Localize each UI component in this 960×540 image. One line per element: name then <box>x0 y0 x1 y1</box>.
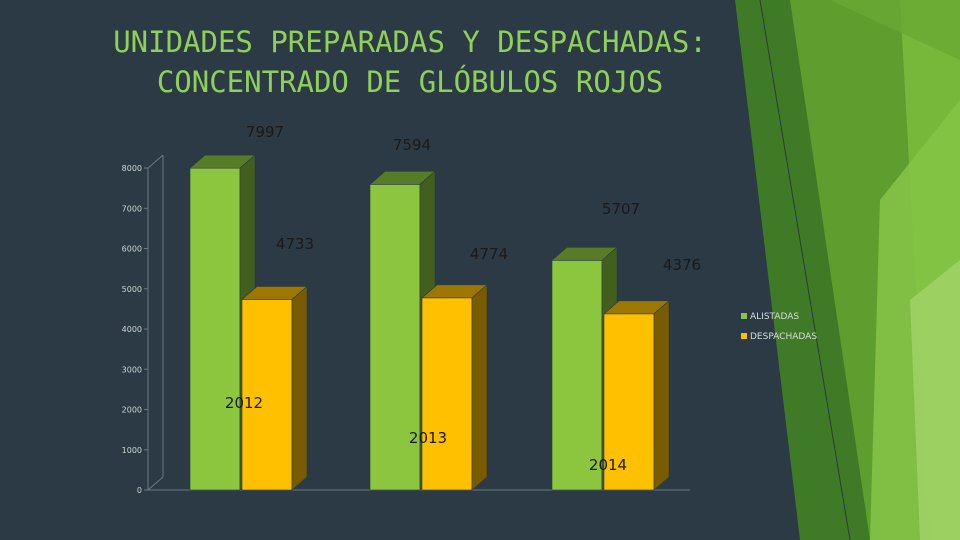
bar-despachadas-2012 <box>241 285 308 491</box>
data-label-despachadas-2012: 4733 <box>276 235 314 253</box>
data-label-alistadas-2013: 7594 <box>393 136 431 154</box>
bar-front <box>603 313 655 491</box>
legend-label-alistadas: ALISTADAS <box>750 312 799 322</box>
title-line-2: CONCENTRADO DE GLÓBULOS ROJOS <box>156 65 664 99</box>
data-label-alistadas-2014: 5707 <box>602 200 640 218</box>
deco-shape-highlight <box>910 260 960 540</box>
y-tick-label: 6000 <box>122 245 142 254</box>
bar-side <box>653 300 670 491</box>
legend: ALISTADAS DESPACHADAS <box>741 312 817 342</box>
bar-front <box>241 299 293 491</box>
y-tick-label: 0 <box>137 486 142 495</box>
data-label-alistadas-2012: 7997 <box>246 123 284 141</box>
bar-despachadas-2013 <box>421 284 488 491</box>
data-labels: 7997 7594 5707 4733 4774 4376 2012 2013 2014 <box>225 123 701 474</box>
y-tick-label: 5000 <box>122 285 142 294</box>
x-category-label-2013: 2013 <box>409 429 447 447</box>
deco-shape-top <box>830 0 960 60</box>
bars <box>189 154 670 491</box>
bar-despachadas-2014 <box>603 300 670 491</box>
legend-label-despachadas: DESPACHADAS <box>750 332 817 342</box>
bar-alistadas-2014 <box>551 246 618 491</box>
y-tick-label: 2000 <box>122 406 142 415</box>
legend-swatch-despachadas <box>741 333 747 339</box>
data-label-despachadas-2014: 4376 <box>663 256 701 274</box>
bar-side <box>291 285 308 491</box>
x-category-label-2012: 2012 <box>225 394 263 412</box>
legend-swatch-alistadas <box>741 313 747 319</box>
deco-line <box>759 0 851 540</box>
bar-front <box>421 297 473 491</box>
y-axis-depth-bottom <box>147 476 164 491</box>
y-tick-label: 7000 <box>122 204 142 213</box>
bar-front <box>369 184 421 491</box>
bar-front <box>551 259 603 491</box>
y-tick-label: 3000 <box>122 365 142 374</box>
y-tick-label: 8000 <box>122 164 142 173</box>
y-tick-label: 4000 <box>122 325 142 334</box>
bar-side <box>471 284 488 491</box>
y-tick-label: 1000 <box>122 446 142 455</box>
page-title: UNIDADES PREPARADAS Y DESPACHADAS: CONCE… <box>40 22 780 102</box>
data-label-despachadas-2013: 4774 <box>470 245 508 263</box>
y-axis-depth-top <box>147 154 164 169</box>
title-line-1: UNIDADES PREPARADAS Y DESPACHADAS: <box>113 25 707 59</box>
bar-front <box>189 167 241 491</box>
x-category-label-2014: 2014 <box>589 456 627 474</box>
